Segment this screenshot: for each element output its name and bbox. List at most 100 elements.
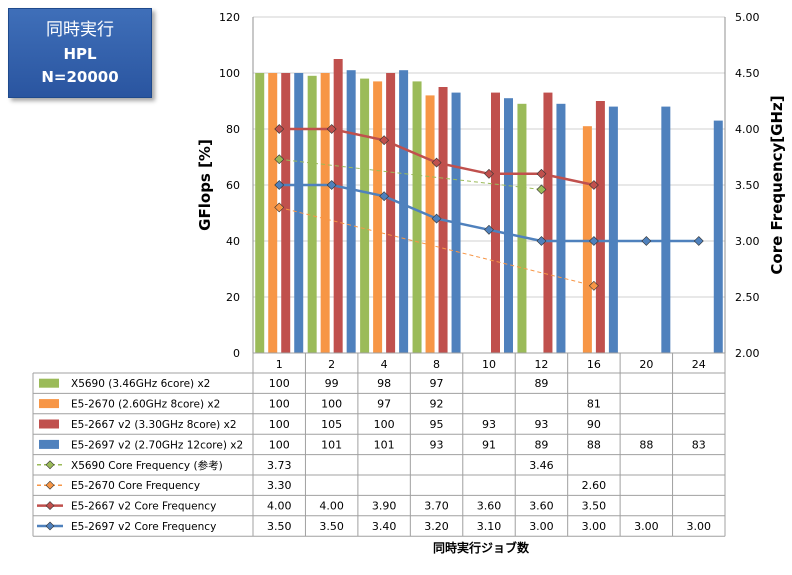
table-cell: 91 (482, 438, 496, 451)
line-marker (588, 180, 599, 190)
bar (320, 73, 330, 353)
table-cell: 100 (269, 418, 290, 431)
legend-marker (45, 480, 55, 490)
table-cell: 99 (325, 377, 339, 390)
y-tick-label: 0 (233, 347, 240, 360)
table-cell: 3.20 (424, 520, 449, 533)
x-tick-label: 10 (482, 358, 496, 371)
title-line-1: 同時実行 (46, 20, 114, 40)
table-cell: 101 (321, 438, 342, 451)
table-cell: 3.60 (477, 500, 502, 513)
y2-tick-label: 4.50 (735, 67, 760, 80)
legend-swatch (39, 439, 59, 449)
line-marker (641, 236, 652, 246)
table-cell: 4.00 (319, 500, 344, 513)
line-marker (379, 135, 390, 146)
table-cell: 101 (374, 438, 395, 451)
y-tick-label: 60 (226, 179, 240, 192)
legend-marker (45, 460, 55, 470)
table-cell: 3.50 (582, 500, 607, 513)
line-marker (431, 157, 442, 168)
table-cell: 3.46 (529, 459, 554, 472)
legend-marker (45, 501, 55, 511)
line-marker (484, 168, 494, 179)
line-marker (274, 180, 285, 190)
x-axis-title: 同時実行ジョブ数 (433, 540, 530, 555)
x-tick-label: 24 (692, 358, 706, 371)
y2-tick-label: 2.50 (735, 291, 760, 304)
bar (373, 81, 383, 354)
bar (333, 59, 343, 353)
table-cell: 81 (587, 398, 601, 411)
line-marker (536, 236, 547, 246)
table-cell: 97 (377, 398, 391, 411)
legend-label: E5-2697 v2 (2.70GHz 12core) x2 (71, 439, 243, 451)
y-axis-title: GFlops [%] (196, 139, 214, 231)
line-marker (484, 224, 494, 235)
y-tick-label: 120 (219, 11, 240, 24)
table-cell: 3.40 (372, 520, 397, 533)
table-cell: 3.60 (529, 500, 554, 513)
legend-label: E5-2670 Core Frequency (71, 480, 200, 492)
table-cell: 3.00 (687, 520, 712, 533)
title-box: 同時実行 HPL N=20000 (8, 8, 152, 98)
table-cell: 90 (587, 418, 601, 431)
bar (346, 70, 356, 353)
table-cell: 3.50 (319, 520, 344, 533)
bar (425, 95, 435, 354)
legend-label: E5-2667 v2 (3.30GHz 8core) x2 (71, 419, 237, 431)
table-cell: 95 (430, 418, 444, 431)
y2-axis-title: Core Frequency[GHz] (768, 95, 786, 274)
table-cell: 105 (321, 418, 342, 431)
table-cell: 100 (269, 438, 290, 451)
legend-marker (45, 521, 55, 531)
table-cell: 3.50 (267, 520, 292, 533)
table-cell: 92 (430, 398, 444, 411)
table-cell: 98 (377, 377, 391, 390)
line-marker (274, 202, 285, 213)
bar (281, 73, 291, 353)
table-cell: 3.90 (372, 500, 397, 513)
bar (412, 81, 422, 354)
x-tick-label: 8 (433, 358, 440, 371)
x-tick-label: 4 (381, 358, 388, 371)
legend-label: E5-2667 v2 Core Frequency (71, 501, 216, 513)
line-marker (274, 154, 285, 165)
bar (543, 92, 553, 353)
bar (294, 73, 304, 353)
bar (713, 120, 723, 353)
legend-label: X5690 (3.46GHz 6core) x2 (71, 378, 210, 390)
legend-label: E5-2670 (2.60GHz 8core) x2 (71, 399, 220, 411)
bar (582, 126, 592, 353)
series-line (279, 158, 542, 190)
y-tick-label: 80 (226, 123, 240, 136)
line-marker (693, 236, 704, 246)
table-cell: 89 (534, 377, 548, 390)
y2-tick-label: 3.00 (735, 235, 760, 248)
title-line-2: HPL (63, 45, 97, 63)
table-cell: 88 (639, 438, 653, 451)
line-marker (274, 124, 285, 134)
table-cell: 93 (430, 438, 444, 451)
table-cell: 4.00 (267, 500, 292, 513)
y2-tick-label: 3.50 (735, 179, 760, 192)
bar (255, 73, 265, 353)
table-cell: 88 (587, 438, 601, 451)
line-marker (379, 191, 390, 202)
x-tick-label: 12 (534, 358, 548, 371)
y2-tick-label: 4.00 (735, 123, 760, 136)
table-cell: 100 (374, 418, 395, 431)
bar (595, 101, 605, 353)
bar (608, 106, 618, 353)
bar (399, 70, 409, 353)
y-tick-label: 20 (226, 291, 240, 304)
table-cell: 93 (482, 418, 496, 431)
line-marker (431, 213, 442, 224)
series-line (279, 206, 595, 287)
x-tick-label: 20 (639, 358, 653, 371)
table-cell: 100 (269, 377, 290, 390)
table-cell: 3.70 (424, 500, 449, 513)
bar (307, 75, 317, 354)
bar (386, 73, 396, 353)
